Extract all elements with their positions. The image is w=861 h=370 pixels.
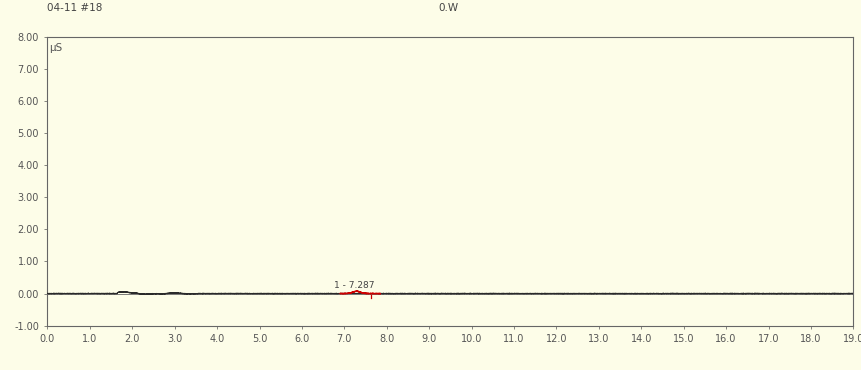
Text: 04-11 #18: 04-11 #18 xyxy=(47,3,102,13)
Text: μS: μS xyxy=(49,43,62,53)
Text: 0.W: 0.W xyxy=(437,3,458,13)
Text: 1 - 7.287: 1 - 7.287 xyxy=(334,281,375,290)
